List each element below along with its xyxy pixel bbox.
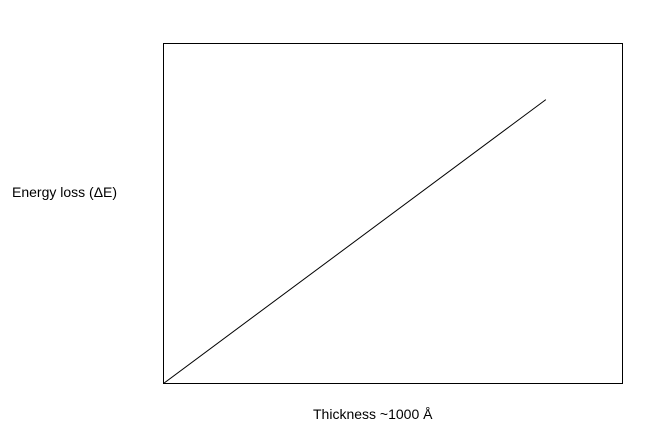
series-layer	[163, 99, 547, 384]
plot-frame	[163, 43, 623, 384]
x-axis-label: Thickness ~1000 Å	[313, 406, 433, 422]
y-axis-label: Energy loss (ΔE)	[12, 184, 117, 200]
series-line-0	[163, 99, 547, 384]
